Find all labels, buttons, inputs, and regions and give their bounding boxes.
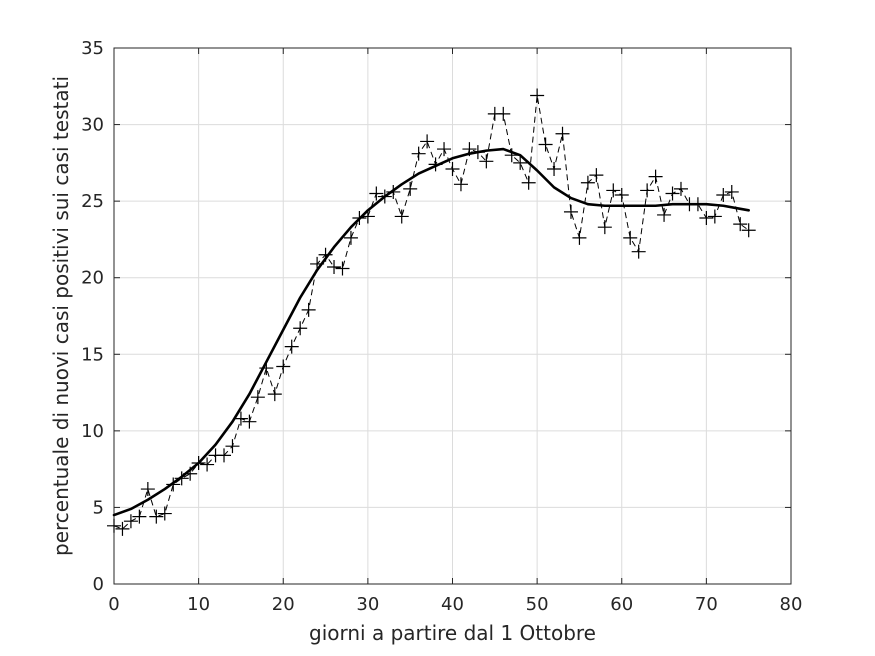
data-point: [140, 482, 155, 497]
data-point: [233, 411, 248, 426]
y-axis-label: percentuale di nuovi casi positivi sui c…: [49, 76, 73, 556]
data-point: [293, 321, 308, 336]
data-point: [724, 184, 739, 199]
data-point: [149, 509, 164, 524]
y-tick-label: 15: [81, 344, 104, 365]
data-point: [521, 175, 536, 190]
data-point: [572, 230, 587, 245]
data-point: [394, 209, 409, 224]
data-point: [132, 509, 147, 524]
data-point: [716, 188, 731, 203]
data-point: [657, 207, 672, 222]
y-tick-label: 10: [81, 421, 104, 442]
data-point: [437, 142, 452, 157]
data-point: [123, 514, 138, 529]
data-point: [250, 390, 265, 405]
data-point: [225, 439, 240, 454]
data-point: [267, 387, 282, 402]
data-point: [513, 155, 528, 170]
data-point: [276, 359, 291, 374]
x-tick-label: 20: [272, 594, 295, 615]
data-point: [496, 106, 511, 121]
series-smoothed-curve: [112, 147, 750, 517]
data-point: [343, 230, 358, 245]
y-tick-label: 35: [81, 38, 104, 59]
y-tick-label: 30: [81, 115, 104, 136]
data-point: [538, 137, 553, 152]
x-tick-label: 0: [108, 594, 119, 615]
data-point: [530, 88, 545, 103]
series-measured-line: [113, 95, 749, 530]
grid: [113, 47, 792, 585]
x-tick-label: 50: [526, 594, 549, 615]
data-point: [741, 223, 756, 238]
data-point: [563, 204, 578, 219]
data-point: [453, 177, 468, 192]
series-measured-markers: [107, 88, 756, 536]
data-point: [631, 244, 646, 259]
plot-area: [107, 88, 756, 536]
data-point: [115, 521, 130, 536]
data-point: [411, 146, 426, 161]
data-point: [673, 181, 688, 196]
data-point: [699, 210, 714, 225]
data-point: [606, 183, 621, 198]
x-tick-label: 30: [356, 594, 379, 615]
data-point: [648, 169, 663, 184]
y-tick-label: 0: [93, 574, 104, 595]
data-point: [640, 183, 655, 198]
data-point: [589, 168, 604, 183]
ticks: 0 10 20 30 40 50 60 70 80 0 5 10 15 20 25 30 35: [81, 38, 802, 615]
data-point: [707, 209, 722, 224]
x-tick-label: 80: [780, 594, 803, 615]
x-tick-label: 40: [441, 594, 464, 615]
data-point: [420, 134, 435, 149]
data-point: [623, 230, 638, 245]
data-point: [479, 154, 494, 169]
x-tick-label: 60: [610, 594, 633, 615]
data-point: [369, 186, 384, 201]
data-point: [547, 161, 562, 176]
data-point: [200, 457, 215, 472]
data-point: [301, 302, 316, 317]
x-axis-label: giorni a partire dal 1 Ottobre: [309, 621, 596, 645]
x-tick-label: 10: [187, 594, 210, 615]
data-point: [445, 161, 460, 176]
data-point: [107, 518, 121, 533]
y-tick-label: 20: [81, 268, 104, 289]
data-point: [157, 506, 172, 521]
data-point: [242, 414, 257, 429]
data-point: [284, 339, 299, 354]
y-tick-label: 25: [81, 191, 104, 212]
data-point: [555, 126, 570, 141]
x-tick-label: 70: [695, 594, 718, 615]
data-point: [614, 188, 629, 203]
data-point: [580, 175, 595, 190]
data-point: [335, 261, 350, 276]
data-point: [403, 181, 418, 196]
y-tick-label: 5: [93, 497, 104, 518]
data-point: [733, 217, 748, 232]
data-point: [597, 220, 612, 235]
data-point: [217, 448, 232, 463]
data-point: [327, 259, 342, 274]
data-point: [665, 186, 680, 201]
